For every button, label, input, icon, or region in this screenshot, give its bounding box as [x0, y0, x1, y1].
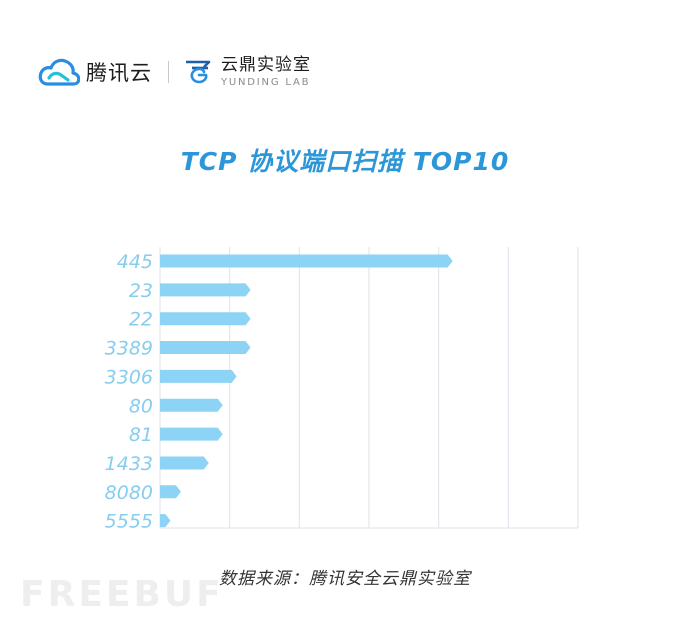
bar-22	[160, 312, 251, 325]
tick-label-1433: 1433	[105, 453, 153, 475]
bar-81	[160, 428, 223, 441]
freebuf-watermark: FREEBUF	[20, 574, 224, 615]
tick-label-3306: 3306	[105, 366, 153, 388]
bar-3389	[160, 341, 251, 354]
bar-8080	[160, 485, 181, 498]
tick-label-8080: 8080	[105, 482, 153, 504]
tick-label-81: 81	[129, 424, 153, 446]
bar-445	[160, 255, 453, 268]
tick-label-3389: 3389	[105, 338, 153, 360]
tick-label-5555: 5555	[105, 511, 153, 533]
bar-5555	[160, 514, 170, 527]
tick-label-22: 22	[129, 309, 153, 331]
tick-label-80: 80	[129, 395, 153, 417]
bar-3306	[160, 370, 237, 383]
bar-80	[160, 399, 223, 412]
bar-1433	[160, 456, 209, 469]
tick-label-23: 23	[129, 280, 153, 302]
tick-label-445: 445	[117, 251, 153, 273]
bar-23	[160, 283, 251, 296]
